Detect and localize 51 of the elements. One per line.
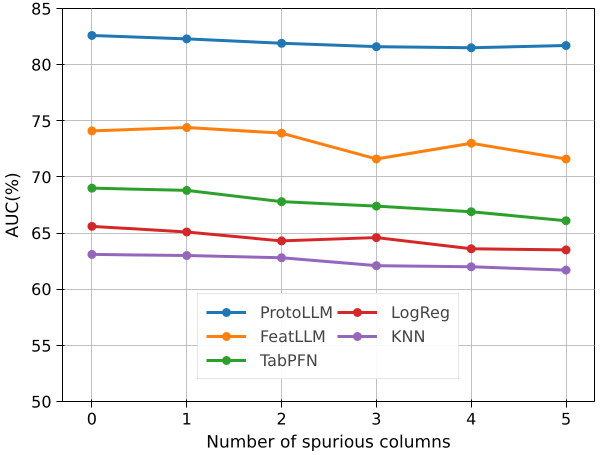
x-tick-label: 1 (182, 410, 192, 428)
point (466, 244, 476, 254)
y-tick-label: 75 (31, 112, 52, 131)
point (466, 262, 476, 272)
point (372, 202, 381, 211)
point (372, 154, 381, 164)
x-axis-title: Number of spurious columns (206, 432, 451, 452)
y-tick-label: 80 (31, 56, 52, 75)
point (277, 253, 286, 262)
point (277, 128, 286, 138)
point (562, 266, 571, 275)
x-tick-label: 2 (276, 410, 287, 428)
y-tick-label: 55 (31, 336, 52, 356)
point (87, 184, 96, 193)
x-tick-label: 3 (371, 410, 382, 428)
point (372, 261, 381, 270)
point (87, 250, 96, 259)
point (87, 222, 96, 231)
x-tick-label: 4 (466, 410, 476, 428)
point (182, 123, 192, 132)
y-tick-label: 60 (31, 280, 52, 300)
legend-label: KNN (391, 326, 426, 346)
y-axis-title: AUC(%) (3, 172, 24, 238)
point (277, 197, 286, 206)
point (466, 43, 476, 52)
point (562, 154, 571, 164)
point (182, 227, 192, 236)
point (277, 38, 286, 48)
point (466, 138, 476, 148)
point (372, 42, 381, 52)
y-tick-label: 85 (31, 0, 52, 18)
point (277, 236, 286, 246)
point (466, 207, 476, 216)
point (182, 251, 192, 260)
y-tick-label: 65 (31, 224, 52, 244)
point (562, 245, 571, 254)
legend-label: TabPFN (260, 350, 318, 370)
point (562, 216, 571, 226)
y-tick-label: 70 (31, 168, 52, 187)
x-tick-label: 5 (560, 410, 572, 428)
point (562, 41, 571, 50)
legend-label: FeatLLM (260, 326, 326, 346)
point (87, 126, 96, 136)
legend-label: ProtoLLM (260, 302, 334, 322)
point (372, 233, 381, 242)
point (182, 34, 192, 44)
point (87, 30, 96, 40)
y-tick-label: 50 (31, 392, 52, 412)
x-tick-label: 0 (86, 410, 97, 428)
point (182, 186, 192, 195)
legend-label: LogReg (391, 302, 450, 322)
